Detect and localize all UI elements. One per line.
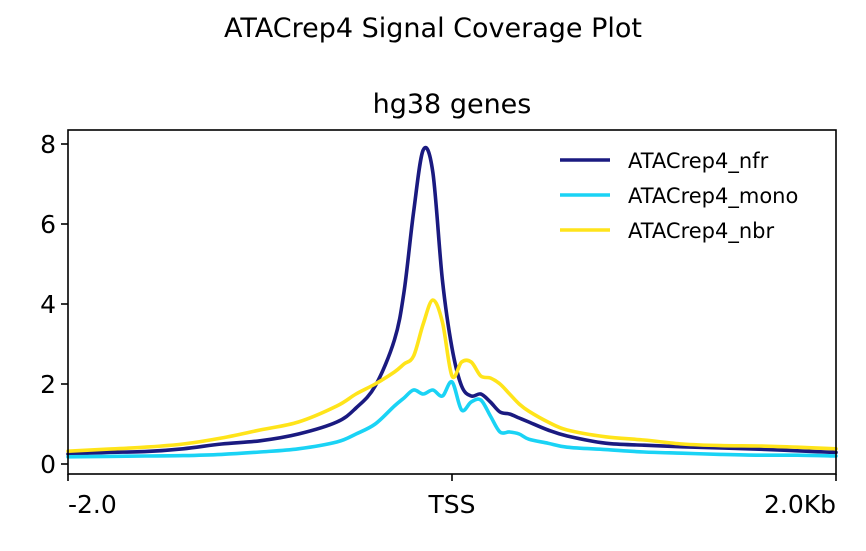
figure-suptitle: ATACrep4 Signal Coverage Plot (224, 13, 642, 44)
y-tick-label: 6 (40, 210, 56, 239)
plot-area: 0 2 4 6 8 -2.0 TSS 2.0Kb ATACrep4_nfr ATACrep4_mo… (40, 129, 838, 519)
legend-label-0: ATACrep4_nfr (628, 149, 769, 174)
series-line-2 (66, 298, 838, 453)
y-tick-label: 2 (40, 370, 56, 399)
legend-label-2: ATACrep4_nbr (628, 219, 775, 244)
x-tick-label: -2.0 (68, 490, 117, 519)
x-tick-label: 2.0Kb (764, 490, 836, 519)
series-line-1 (66, 380, 838, 459)
series-line-0 (66, 145, 838, 456)
legend-label-1: ATACrep4_mono (628, 184, 798, 209)
axes-frame (67, 129, 837, 475)
axes-title: hg38 genes (373, 89, 532, 120)
y-tick-label: 0 (40, 450, 56, 479)
y-tick-label: 8 (40, 130, 56, 159)
x-tick-label: TSS (427, 490, 475, 519)
y-tick-label: 4 (40, 290, 56, 319)
